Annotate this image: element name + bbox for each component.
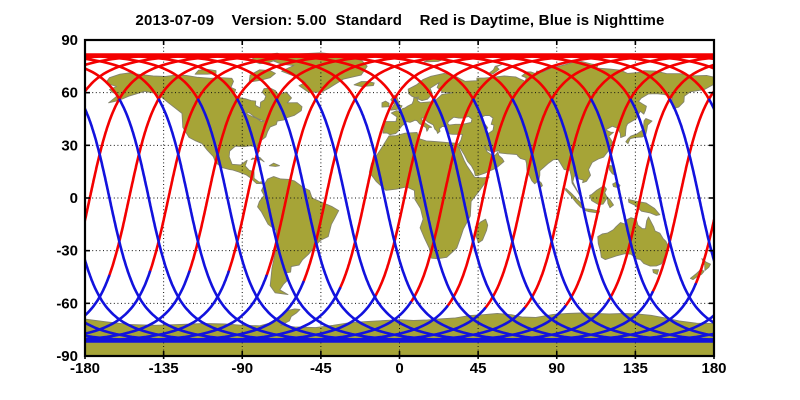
- svg-text:135: 135: [623, 360, 648, 377]
- plot-title: 2013-07-09 Version: 5.00 Standard Red is…: [135, 12, 665, 29]
- nighttime-tracks: [84, 98, 715, 343]
- svg-text:-90: -90: [231, 360, 253, 377]
- svg-text:-30: -30: [56, 243, 78, 260]
- svg-text:180: 180: [701, 360, 726, 377]
- svg-text:90: 90: [61, 32, 78, 49]
- svg-text:0: 0: [395, 360, 403, 377]
- svg-text:0: 0: [70, 190, 78, 207]
- svg-text:60: 60: [61, 85, 78, 102]
- svg-text:-45: -45: [310, 360, 332, 377]
- daytime-tracks: [84, 53, 715, 310]
- svg-text:45: 45: [470, 360, 487, 377]
- x-axis-labels: -180 -135 -90 -45 0 45 90 135 180: [70, 360, 727, 377]
- svg-text:30: 30: [61, 137, 78, 154]
- svg-text:-180: -180: [70, 360, 100, 377]
- axis-ticks: [84, 39, 715, 359]
- svg-text:-90: -90: [56, 348, 78, 365]
- svg-text:-60: -60: [56, 295, 78, 312]
- grid-lines: [85, 40, 714, 356]
- y-axis-labels: 90 60 30 0 -30 -60 -90: [56, 32, 78, 365]
- svg-text:90: 90: [548, 360, 565, 377]
- svg-text:-135: -135: [149, 360, 179, 377]
